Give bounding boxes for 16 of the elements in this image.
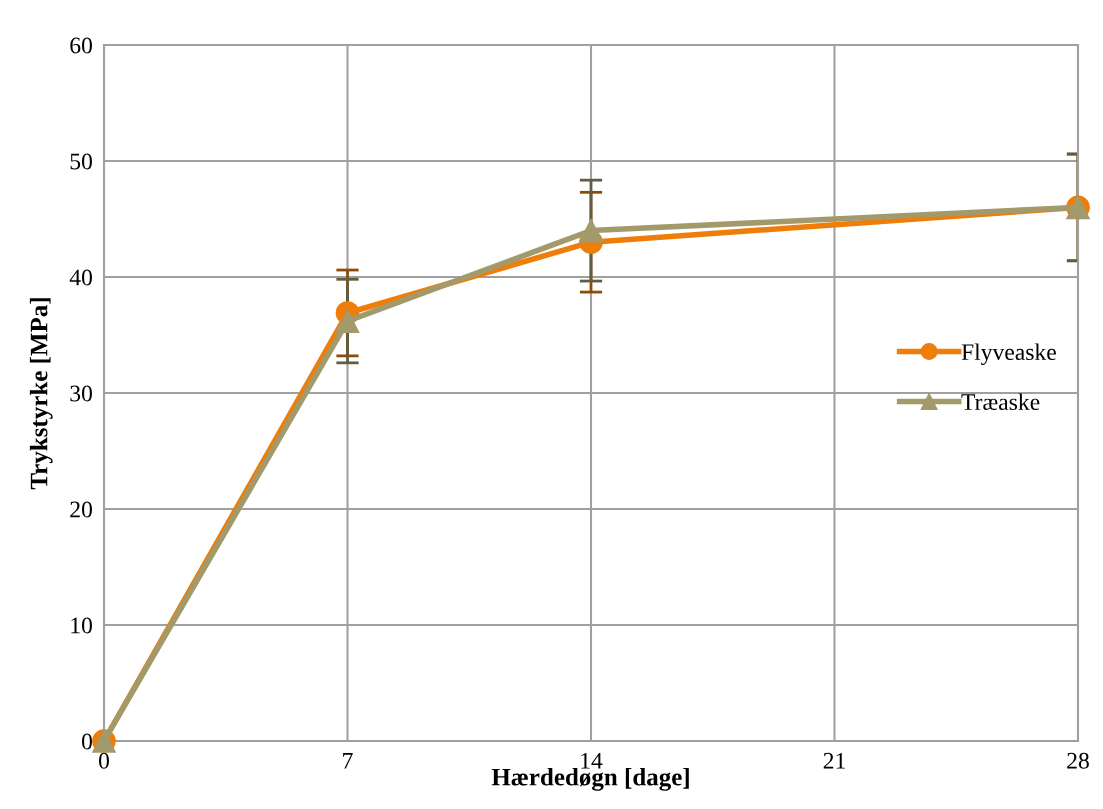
- y-tick-label: 20: [70, 501, 92, 518]
- legend-label: Flyveaske: [961, 343, 1056, 365]
- x-axis-title: Hærdedøgn [dage]: [491, 767, 689, 791]
- y-tick-label: 50: [70, 153, 92, 170]
- y-axis-title: Trykstyrke [MPa]: [29, 298, 53, 490]
- x-tick-label: 7: [343, 753, 353, 769]
- y-tick-label: 0: [81, 733, 92, 750]
- y-tick-label: 40: [69, 269, 92, 286]
- x-tick-label: 0: [99, 752, 109, 769]
- legend-label: Træaske: [961, 393, 1040, 411]
- x-tick-label: 28: [1067, 752, 1089, 769]
- y-tick-label: 30: [70, 385, 92, 402]
- y-tick-label: 10: [71, 617, 92, 634]
- x-tick-label: 21: [823, 752, 845, 769]
- x-tick-label: 14: [581, 752, 603, 769]
- y-tick-label: 60: [70, 37, 92, 54]
